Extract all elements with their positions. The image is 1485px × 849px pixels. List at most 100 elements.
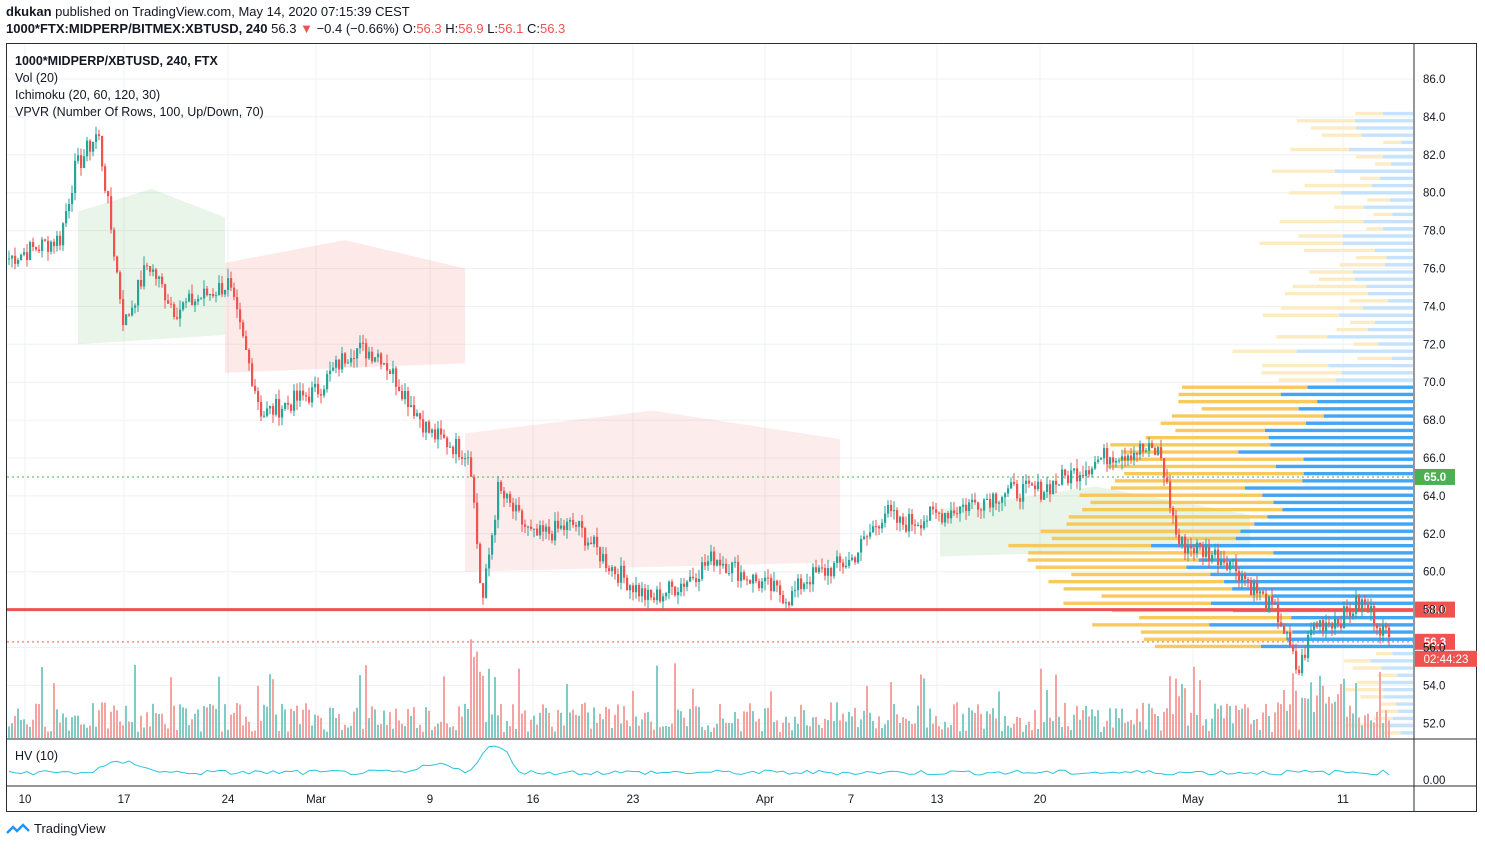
candle-body bbox=[104, 166, 107, 191]
vpvr-down-bar bbox=[1328, 363, 1413, 368]
candle-body bbox=[992, 493, 995, 508]
legend-ichimoku[interactable]: Ichimoku (20, 60, 120, 30) bbox=[15, 88, 161, 102]
volume-bar bbox=[686, 726, 688, 738]
vpvr-down-bar bbox=[1303, 471, 1413, 476]
volume-bar bbox=[206, 707, 208, 738]
vpvr-down-bar bbox=[1267, 515, 1413, 519]
vpvr-down-bar bbox=[1354, 119, 1413, 123]
volume-bar bbox=[350, 725, 352, 738]
candle-body bbox=[329, 370, 332, 375]
chart-frame[interactable] bbox=[6, 43, 1477, 812]
candle-body bbox=[1088, 470, 1091, 475]
candle-body bbox=[11, 255, 14, 259]
candle-body bbox=[956, 513, 959, 515]
candle-body bbox=[902, 516, 905, 525]
vpvr-up-bar bbox=[1201, 407, 1299, 411]
volume-bar bbox=[872, 721, 874, 738]
legend-vpvr[interactable]: VPVR (Number Of Rows, 100, Up/Down, 70) bbox=[15, 105, 264, 119]
vpvr-down-bar bbox=[1317, 399, 1413, 404]
vpvr-down-bar bbox=[1383, 155, 1413, 159]
candle-body bbox=[833, 562, 836, 577]
vpvr-down-bar bbox=[1292, 630, 1413, 634]
volume-bar bbox=[1199, 680, 1201, 738]
price-tick-label: 82.0 bbox=[1423, 150, 1445, 162]
candle-body bbox=[728, 573, 731, 575]
candle-body bbox=[1265, 593, 1268, 612]
volume-bar bbox=[182, 707, 184, 738]
candle-body bbox=[290, 404, 293, 411]
vpvr-down-bar bbox=[1305, 421, 1413, 425]
volume-bar bbox=[44, 726, 46, 738]
price-change: −0.4 (−0.66%) bbox=[316, 21, 399, 36]
candle-body bbox=[1316, 622, 1319, 627]
candle-body bbox=[1268, 596, 1271, 612]
volume-bar bbox=[998, 691, 1000, 738]
vpvr-down-bar bbox=[1270, 443, 1413, 447]
candle-body bbox=[704, 562, 707, 566]
candle-body bbox=[1193, 548, 1196, 554]
candle-body bbox=[419, 413, 422, 420]
volume-bar bbox=[50, 731, 52, 738]
candle-body bbox=[179, 309, 182, 319]
candle-body bbox=[1190, 545, 1193, 549]
candle-body bbox=[986, 498, 989, 500]
volume-bar bbox=[1055, 674, 1057, 738]
vpvr-up-bar bbox=[1345, 687, 1384, 692]
price-tick-label: 80.0 bbox=[1423, 188, 1445, 200]
candle-body bbox=[1010, 482, 1013, 489]
author-name[interactable]: dkukan bbox=[6, 4, 52, 19]
volume-bar bbox=[83, 724, 85, 738]
candle-body bbox=[1061, 469, 1064, 485]
countdown-label: 02:44:23 bbox=[1424, 654, 1469, 666]
volume-bar bbox=[386, 724, 388, 738]
volume-bar bbox=[26, 724, 28, 738]
volume-bar bbox=[641, 719, 643, 738]
vpvr-down-bar bbox=[1392, 651, 1413, 656]
candle-body bbox=[1286, 631, 1289, 634]
candle-body bbox=[311, 387, 314, 403]
volume-bar bbox=[101, 702, 103, 738]
hline-label-bg bbox=[1415, 633, 1455, 650]
volume-bar bbox=[644, 712, 646, 738]
vpvr-down-bar bbox=[1198, 558, 1413, 562]
candle-body bbox=[725, 563, 728, 574]
volume-bar bbox=[1163, 711, 1165, 738]
volume-bar bbox=[1307, 698, 1309, 738]
candle-body bbox=[1337, 618, 1340, 624]
volume-bar bbox=[32, 719, 34, 738]
candle-body bbox=[122, 299, 125, 326]
vpvr-up-bar bbox=[1139, 615, 1292, 620]
candle-body bbox=[569, 520, 572, 522]
volume-bar bbox=[863, 710, 865, 738]
vpvr-down-bar bbox=[1224, 579, 1413, 584]
candle-body bbox=[1388, 627, 1391, 637]
candle-body bbox=[1091, 468, 1094, 475]
tradingview-logo[interactable]: TradingView bbox=[6, 821, 106, 836]
volume-bar bbox=[68, 730, 70, 738]
legend-volume[interactable]: Vol (20) bbox=[15, 71, 59, 85]
candle-body bbox=[842, 562, 845, 568]
volume-bar bbox=[503, 731, 505, 738]
volume-bar bbox=[239, 704, 241, 738]
candle-body bbox=[164, 284, 167, 301]
volume-bar bbox=[1097, 710, 1099, 738]
candle-body bbox=[542, 525, 545, 532]
candle-body bbox=[1376, 624, 1379, 629]
candle-body bbox=[509, 493, 512, 503]
volume-bar bbox=[155, 713, 157, 738]
volume-bar bbox=[77, 715, 79, 738]
volume-bar bbox=[977, 704, 979, 738]
candle-body bbox=[8, 258, 11, 260]
volume-bar bbox=[1052, 721, 1054, 738]
vpvr-down-bar bbox=[1379, 176, 1413, 181]
volume-bar bbox=[1250, 724, 1252, 738]
candle-body bbox=[746, 579, 749, 581]
candle-body bbox=[1187, 545, 1190, 554]
volume-bar bbox=[692, 688, 694, 738]
volume-bar bbox=[59, 722, 61, 738]
volume-bars bbox=[8, 639, 1390, 738]
candle-body bbox=[50, 241, 53, 252]
hv-indicator-label[interactable]: HV (10) bbox=[15, 749, 59, 763]
volume-bar bbox=[554, 731, 556, 738]
